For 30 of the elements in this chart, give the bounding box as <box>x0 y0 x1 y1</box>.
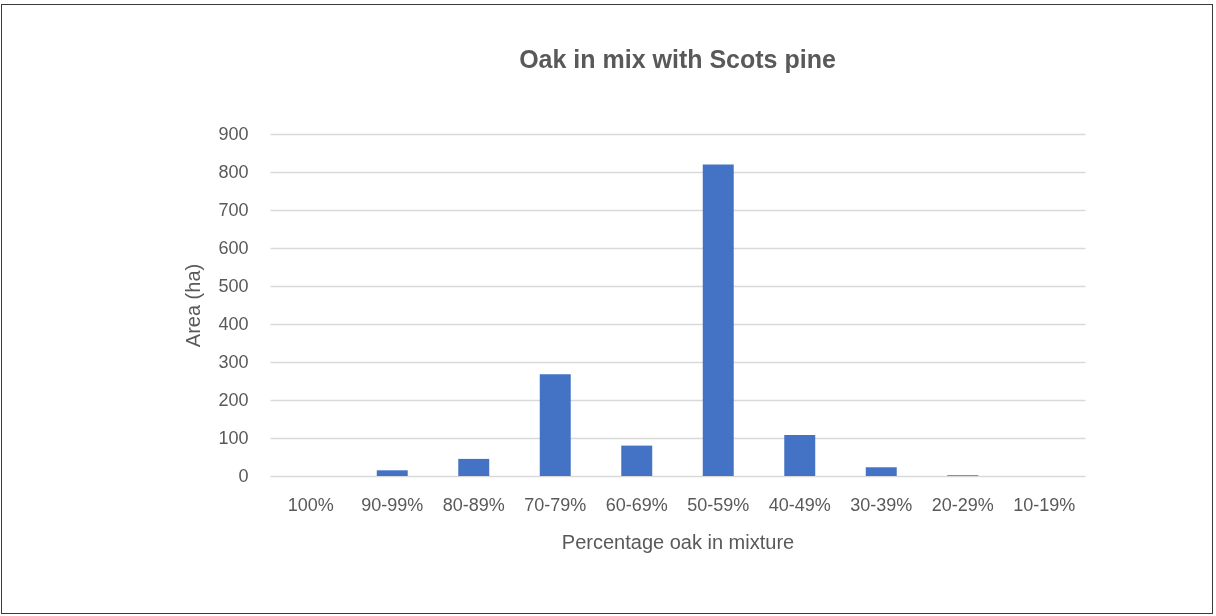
x-tick-label: 40-49% <box>768 494 831 515</box>
y-tick-label: 0 <box>238 465 249 486</box>
x-tick-label: 10-19% <box>1013 494 1076 515</box>
bar <box>539 374 571 476</box>
x-tick-label: 90-99% <box>361 494 424 515</box>
x-tick-label: 30-39% <box>850 494 913 515</box>
bar <box>702 164 734 476</box>
bar <box>621 445 653 476</box>
bar <box>458 458 490 476</box>
y-tick-label: 300 <box>218 351 249 372</box>
y-tick-label: 700 <box>218 199 249 220</box>
y-tick-label: 600 <box>218 237 249 258</box>
bar <box>865 467 897 476</box>
bar <box>376 470 408 476</box>
x-tick-label: 100% <box>287 494 334 515</box>
y-axis-title: Area (ha) <box>182 263 205 348</box>
y-tick-label: 900 <box>218 123 249 144</box>
bar <box>784 434 816 476</box>
y-tick-label: 500 <box>218 275 249 296</box>
x-tick-label: 70-79% <box>524 494 587 515</box>
x-tick-label: 60-69% <box>605 494 668 515</box>
x-tick-label: 50-59% <box>687 494 750 515</box>
y-tick-label: 800 <box>218 161 249 182</box>
x-axis-title: Percentage oak in mixture <box>561 530 795 553</box>
y-tick-label: 400 <box>218 313 249 334</box>
chart-title: Oak in mix with Scots pine <box>519 45 836 73</box>
x-tick-label: 20-29% <box>931 494 994 515</box>
y-tick-label: 200 <box>218 389 249 410</box>
x-tick-label: 80-89% <box>442 494 505 515</box>
y-tick-label: 100 <box>218 427 249 448</box>
